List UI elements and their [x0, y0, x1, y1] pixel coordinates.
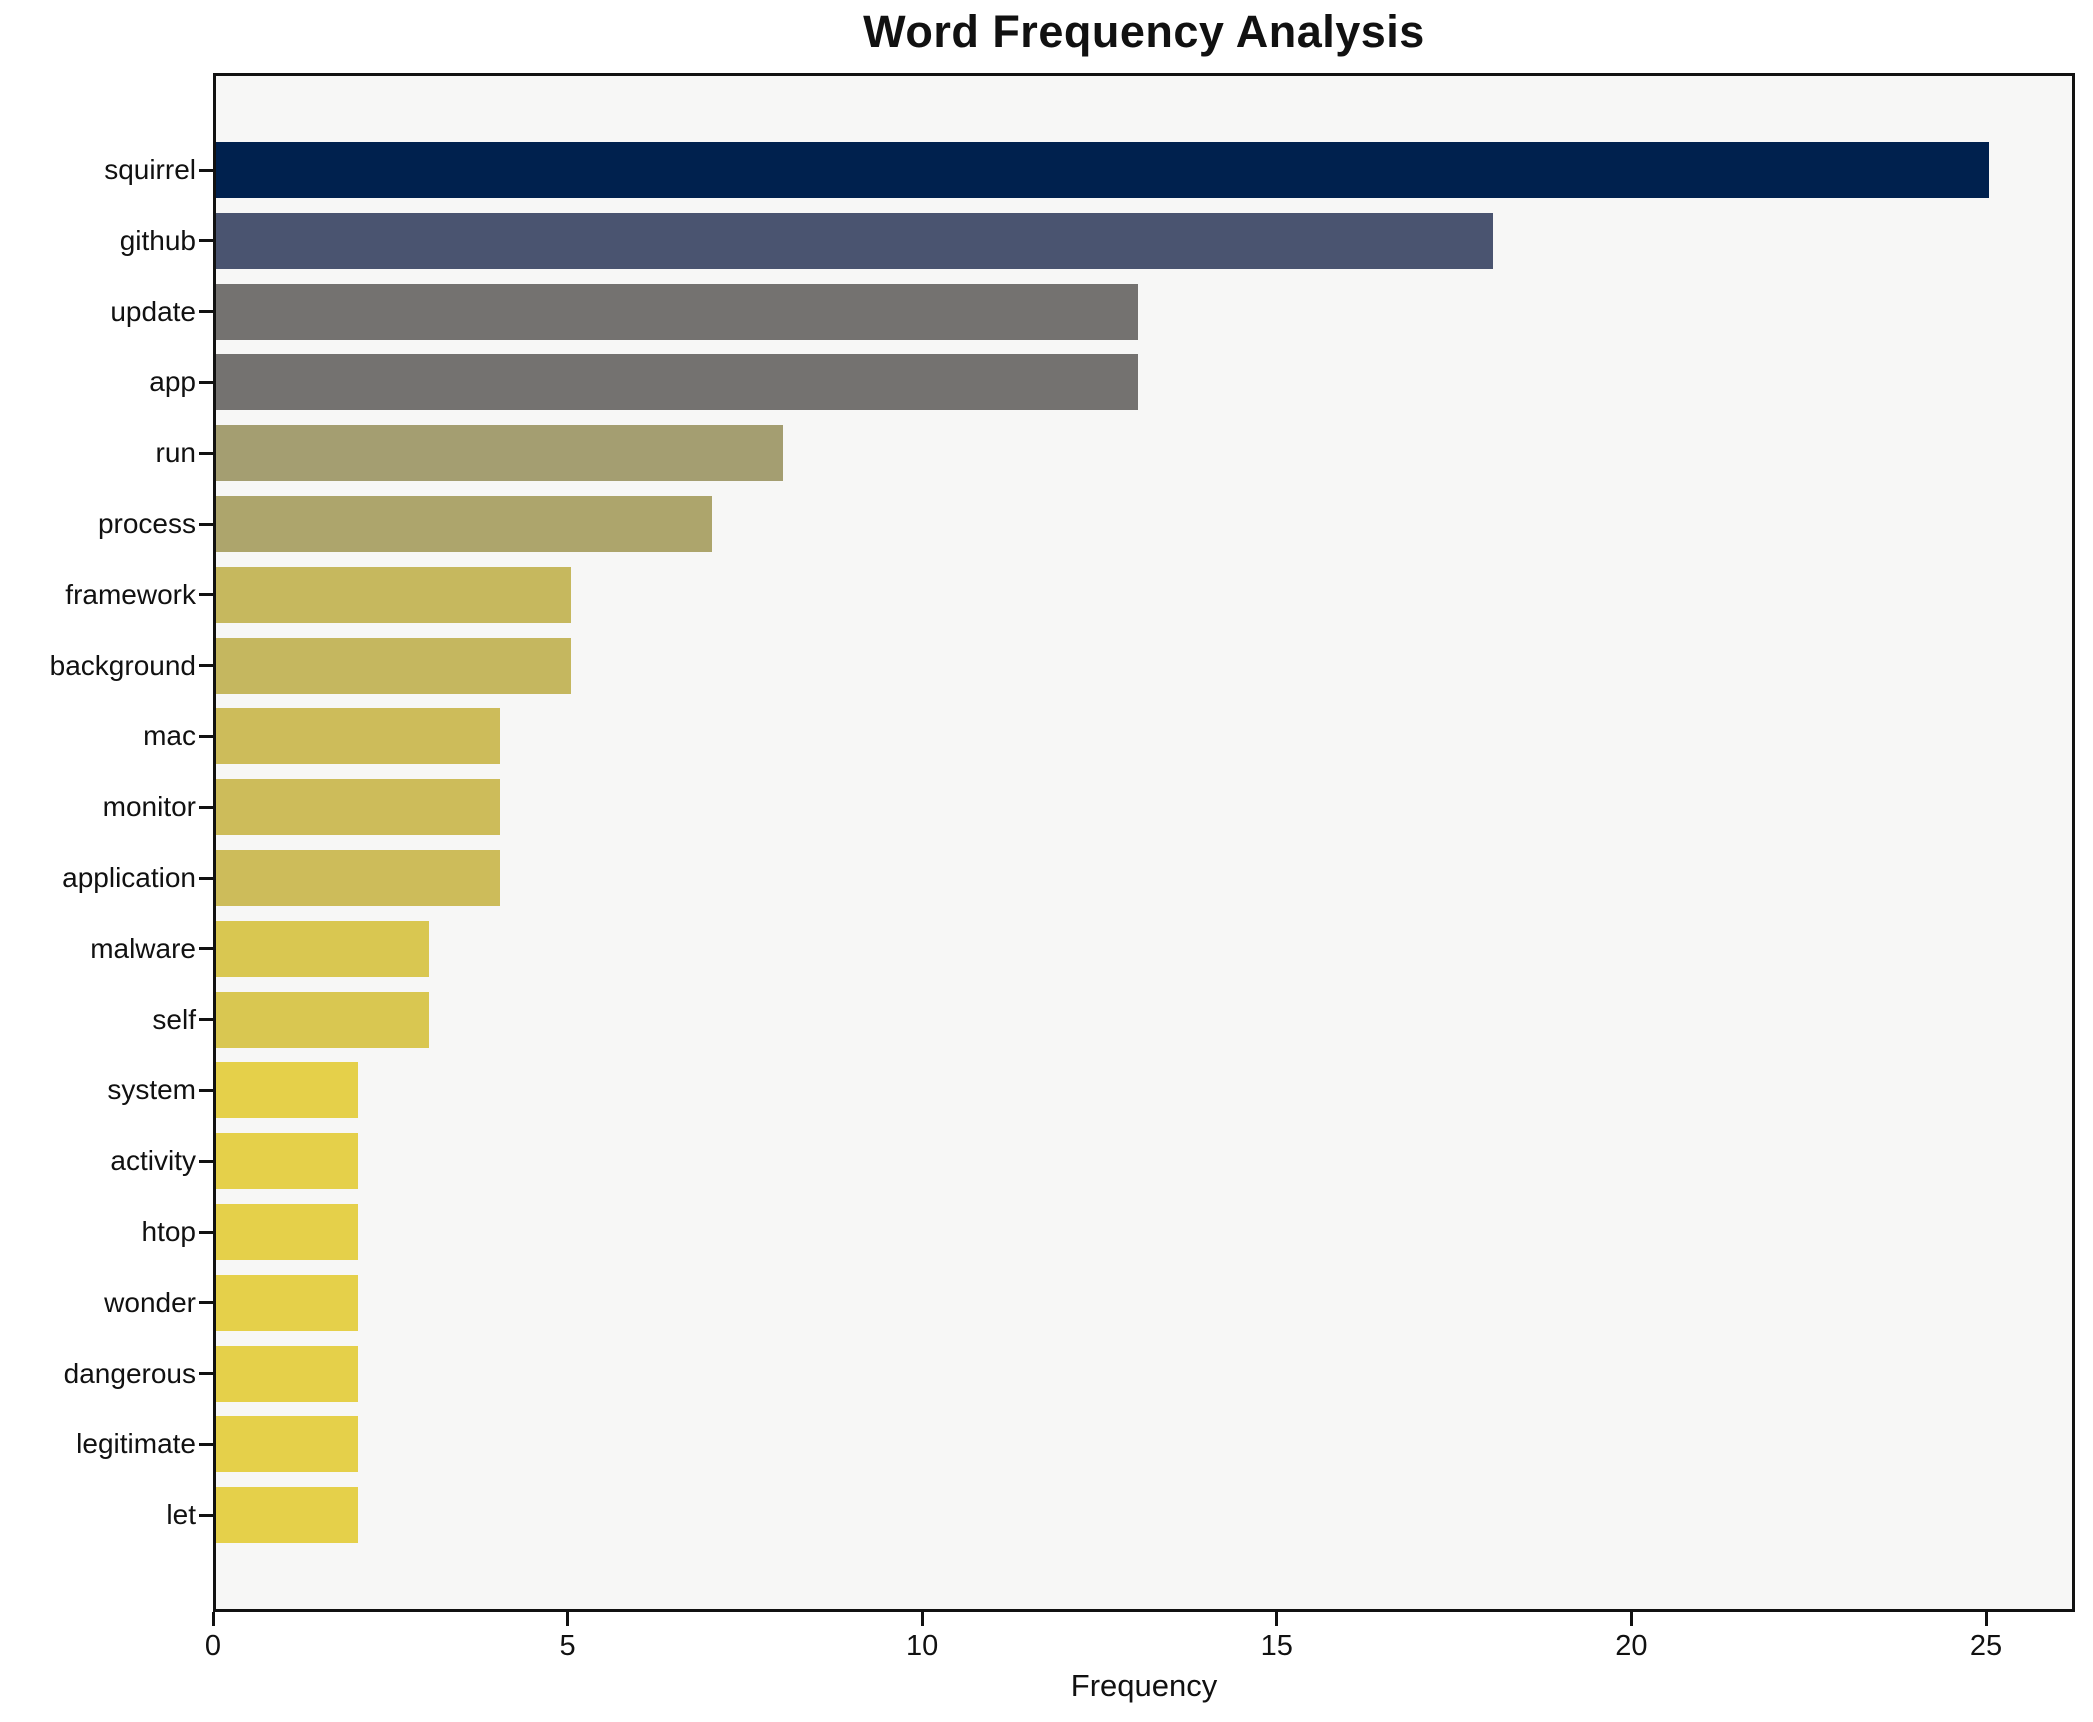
bar-github [216, 212, 1493, 269]
bar-app [216, 354, 1138, 411]
y-tick-label: monitor [102, 791, 196, 823]
x-tick-label: 10 [906, 1630, 939, 1662]
y-tick-mark [199, 593, 213, 597]
x-tick-mark [1275, 1612, 1279, 1626]
y-tick-mark [199, 1372, 213, 1376]
x-tick-mark [566, 1612, 570, 1626]
x-tick-label: 25 [1969, 1630, 2003, 1662]
plot-area [213, 73, 2075, 1612]
bar-squirrel [216, 142, 1989, 198]
bar-update [216, 283, 1138, 340]
y-tick-label: let [166, 1499, 196, 1531]
y-tick-mark [199, 1159, 213, 1163]
x-tick-label: 20 [1615, 1630, 1648, 1662]
x-tick-label: 15 [1260, 1630, 1293, 1662]
bar-process [216, 496, 713, 552]
x-axis-title: Frequency [1070, 1668, 1218, 1703]
y-tick-mark [199, 734, 213, 738]
y-tick-mark [199, 805, 213, 809]
bar-wonder [216, 1274, 358, 1331]
y-tick-mark [199, 1088, 213, 1092]
y-tick-label: process [97, 508, 196, 539]
y-tick-label: htop [141, 1216, 197, 1247]
y-tick-label: run [155, 437, 196, 469]
y-tick-label: github [119, 224, 196, 256]
y-tick-mark [199, 1301, 213, 1305]
bar-self [216, 991, 429, 1048]
x-tick-mark [920, 1612, 924, 1626]
bar-legitimate [216, 1416, 358, 1473]
y-tick-mark [199, 1230, 213, 1234]
bar-htop [216, 1204, 358, 1260]
y-tick-mark [199, 876, 213, 880]
bar-mac [216, 708, 500, 765]
y-tick-label: self [152, 1003, 196, 1035]
y-tick-label: framework [65, 578, 196, 610]
y-tick-label: app [149, 366, 196, 398]
y-tick-label: mac [143, 720, 196, 752]
x-tick-mark [211, 1612, 215, 1626]
y-tick-label: system [107, 1074, 196, 1106]
y-tick-mark [199, 239, 213, 243]
y-tick-label: dangerous [63, 1357, 196, 1389]
bar-application [216, 850, 500, 906]
bar-monitor [216, 779, 500, 836]
x-tick-label: 5 [559, 1630, 576, 1662]
bar-run [216, 425, 784, 482]
bar-activity [216, 1133, 358, 1190]
bar-system [216, 1062, 358, 1119]
bar-background [216, 637, 571, 694]
y-tick-mark [199, 310, 213, 314]
y-tick-mark [199, 380, 213, 384]
y-tick-label: legitimate [76, 1428, 196, 1460]
bar-malware [216, 920, 429, 977]
y-tick-mark [199, 1442, 213, 1446]
x-tick-mark [1629, 1612, 1633, 1626]
x-tick-label: 0 [204, 1630, 222, 1662]
chart-title: Word Frequency Analysis [863, 6, 1425, 57]
y-tick-mark [199, 522, 213, 526]
y-tick-label: malware [90, 932, 196, 964]
y-tick-mark [199, 168, 213, 172]
bar-dangerous [216, 1345, 358, 1402]
y-tick-mark [199, 1513, 213, 1517]
bar-framework [216, 566, 571, 623]
y-tick-label: wonder [104, 1286, 196, 1318]
x-tick-mark [1984, 1612, 1988, 1626]
y-tick-mark [199, 451, 213, 455]
bar-let [216, 1487, 358, 1544]
y-tick-label: activity [110, 1145, 196, 1177]
y-tick-mark [199, 1018, 213, 1022]
y-tick-label: background [49, 649, 196, 681]
y-tick-label: application [62, 862, 196, 893]
y-tick-label: update [110, 295, 196, 327]
y-tick-mark [199, 947, 213, 951]
y-tick-label: squirrel [104, 154, 196, 185]
y-tick-mark [199, 664, 213, 668]
